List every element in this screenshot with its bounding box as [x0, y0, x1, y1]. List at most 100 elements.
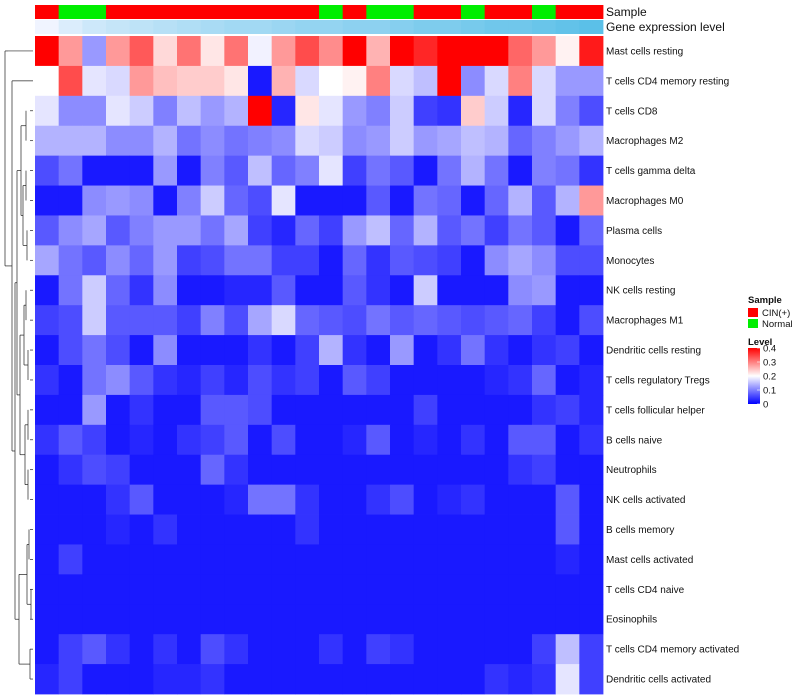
row-label: T cells CD4 naive: [606, 585, 685, 596]
heatmap-cell: [224, 125, 249, 157]
heatmap-cell: [271, 335, 296, 366]
heatmap-cell: [129, 544, 154, 575]
heatmap-cell: [532, 634, 557, 665]
sample-annotation-cell: [106, 5, 131, 19]
heatmap-cell: [366, 155, 391, 186]
heatmap-cell: [177, 245, 202, 276]
heatmap-cell: [390, 664, 415, 695]
heatmap-cell: [153, 36, 178, 67]
heatmap-cell: [106, 185, 131, 216]
heatmap-cell: [532, 365, 557, 396]
heatmap-cell: [106, 394, 131, 426]
heatmap-cell: [342, 36, 367, 67]
heatmap-cell: [106, 634, 131, 665]
heatmap-cell: [177, 574, 202, 605]
heatmap-cell: [35, 95, 60, 127]
heatmap-cell: [555, 65, 580, 97]
heatmap-cell: [129, 335, 154, 366]
heatmap-cell: [35, 36, 60, 67]
heatmap-cell: [532, 604, 557, 635]
row-label: Plasma cells: [606, 226, 662, 237]
heatmap-cell: [366, 365, 391, 396]
heatmap-cell: [58, 155, 83, 186]
heatmap-cell: [295, 155, 320, 186]
heatmap-cell: [508, 365, 533, 396]
heatmap-cell: [366, 454, 391, 486]
heatmap-cell: [342, 185, 367, 216]
heatmap-cell: [200, 634, 225, 665]
heatmap-cell: [532, 484, 557, 515]
heatmap-cell: [342, 574, 367, 605]
heatmap-cell: [319, 424, 344, 456]
heatmap-cell: [319, 65, 344, 97]
heatmap-cell: [224, 664, 249, 695]
heatmap-cell: [224, 544, 249, 575]
heatmap-cell: [200, 664, 225, 695]
heatmap-cell: [437, 185, 462, 216]
heatmap-cell: [319, 574, 344, 605]
heatmap-cell: [579, 155, 604, 186]
heatmap-cell: [82, 125, 107, 157]
heatmap-cell: [271, 185, 296, 216]
heatmap-cell: [579, 365, 604, 396]
heatmap-cell: [342, 454, 367, 486]
heatmap-cell: [248, 305, 273, 336]
heatmap-cell: [437, 454, 462, 486]
heatmap-cell: [177, 484, 202, 515]
heatmap-cell: [484, 634, 509, 665]
heatmap-cell: [461, 95, 486, 127]
expression-annotation-cell: [366, 20, 391, 34]
heatmap-cell: [508, 634, 533, 665]
expression-annotation-cell: [461, 20, 486, 34]
heatmap-cell: [579, 604, 604, 635]
row-label: Mast cells activated: [606, 555, 693, 566]
heatmap-cell: [319, 305, 344, 336]
heatmap-cell: [319, 215, 344, 246]
heatmap-cell: [390, 65, 415, 97]
heatmap-cell: [58, 394, 83, 426]
heatmap-cell: [508, 125, 533, 157]
heatmap-cell: [248, 664, 273, 695]
heatmap-cell: [129, 275, 154, 306]
heatmap-cell: [319, 454, 344, 486]
heatmap-cell: [129, 664, 154, 695]
heatmap-cell: [413, 335, 438, 366]
heatmap-cell: [555, 155, 580, 186]
heatmap-cell: [224, 185, 249, 216]
row-label: NK cells resting: [606, 286, 675, 297]
heatmap-cell: [319, 664, 344, 695]
heatmap-cell: [555, 424, 580, 456]
heatmap-cell: [153, 245, 178, 276]
expression-annotation-cell: [508, 20, 533, 34]
heatmap-cell: [129, 484, 154, 515]
heatmap-cell: [106, 125, 131, 157]
heatmap-cell: [248, 634, 273, 665]
row-label: Macrophages M1: [606, 316, 684, 327]
heatmap-cell: [484, 275, 509, 306]
heatmap-cell: [342, 95, 367, 127]
heatmap-cell: [177, 394, 202, 426]
heatmap-cell: [248, 275, 273, 306]
heatmap-cell: [366, 95, 391, 127]
heatmap-cell: [461, 544, 486, 575]
heatmap-cell: [248, 335, 273, 366]
heatmap-cell: [271, 155, 296, 186]
heatmap-cell: [224, 514, 249, 545]
expression-annotation-cell: [35, 20, 60, 34]
row-labels: Mast cells resting T cells CD4 memory res…: [606, 46, 739, 685]
heatmap-cell: [295, 604, 320, 635]
heatmap-cell: [129, 634, 154, 665]
heatmap-cell: [35, 484, 60, 515]
heatmap-cell: [484, 215, 509, 246]
heatmap-cell: [461, 604, 486, 635]
expression-annotation-cell: [224, 20, 249, 34]
heatmap-cell: [366, 335, 391, 366]
heatmap-cell: [532, 155, 557, 186]
heatmap-cell: [555, 484, 580, 515]
heatmap-cell: [555, 305, 580, 336]
heatmap-cell: [153, 305, 178, 336]
heatmap-cell: [200, 484, 225, 515]
sample-annotation-cell: [461, 5, 486, 19]
heatmap-cell: [461, 215, 486, 246]
heatmap-cell: [248, 155, 273, 186]
